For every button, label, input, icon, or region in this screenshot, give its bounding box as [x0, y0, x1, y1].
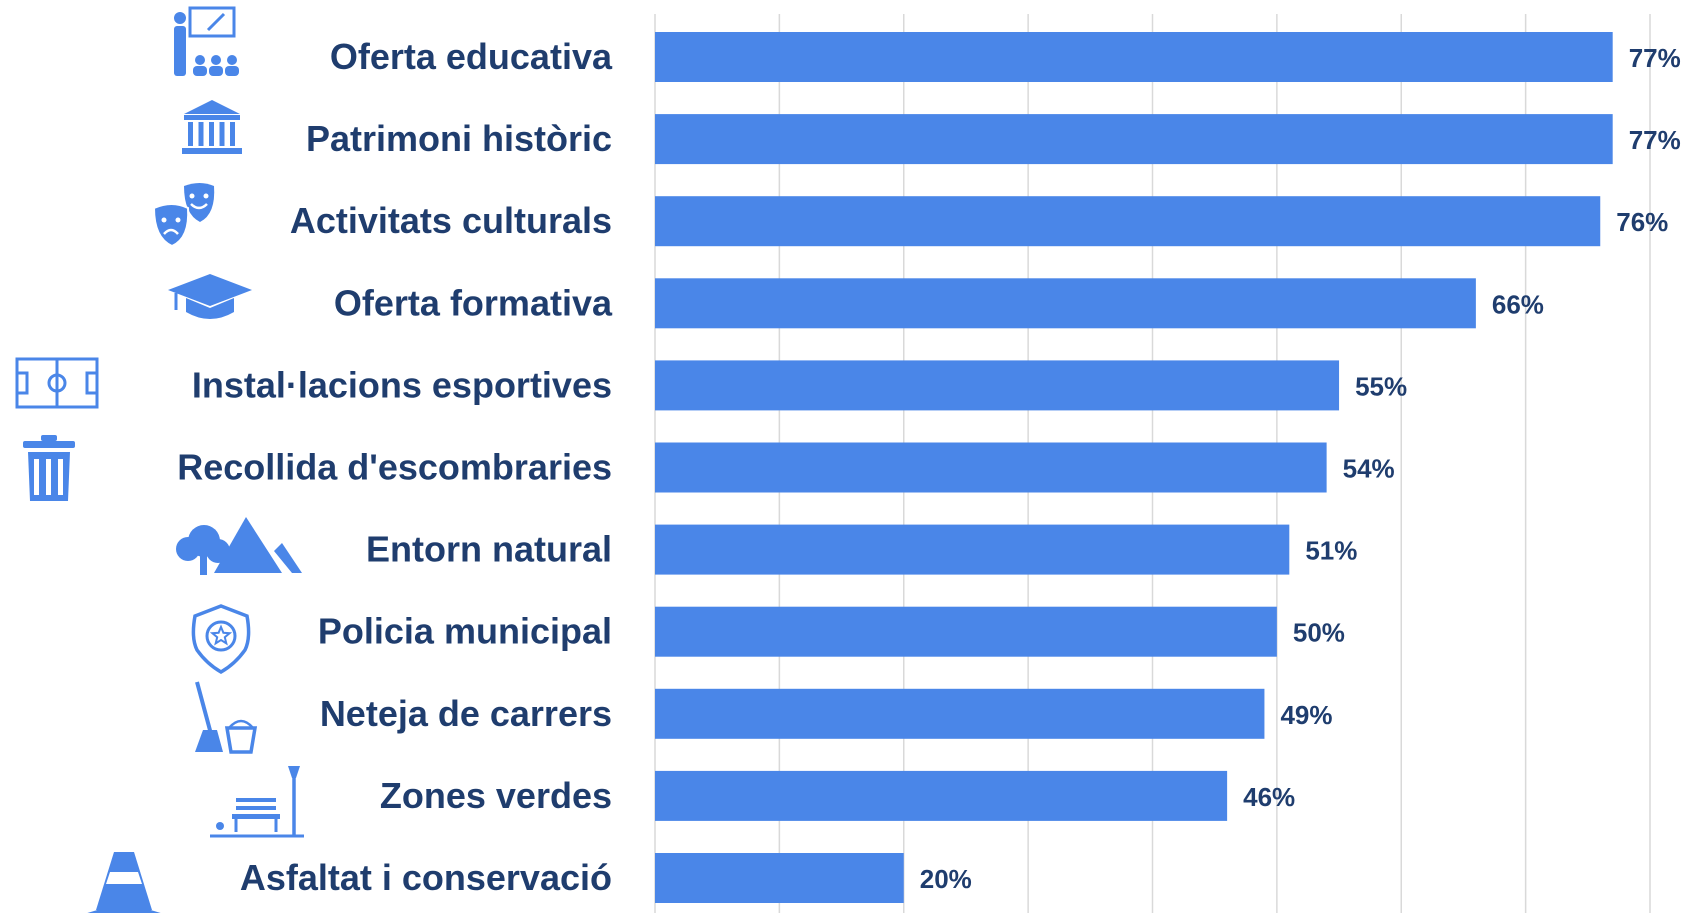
- bar: [655, 524, 1290, 575]
- value-label: 66%: [1492, 289, 1544, 319]
- value-label: 76%: [1616, 207, 1668, 237]
- bar: [655, 770, 1228, 821]
- category-label: Instal·lacions esportives: [192, 364, 612, 405]
- category-label: Policia municipal: [318, 611, 612, 652]
- bar: [655, 853, 904, 903]
- category-label: Oferta educativa: [330, 36, 613, 77]
- category-label: Oferta formativa: [334, 282, 613, 323]
- park-bench-lamp-icon: [210, 766, 304, 838]
- value-label: 77%: [1629, 125, 1681, 155]
- graduation-cap-icon: [168, 274, 252, 319]
- theater-masks-icon: [152, 183, 215, 248]
- museum-building-icon: [182, 100, 242, 154]
- sports-field-icon: [15, 357, 99, 409]
- teacher-classroom-icon: [174, 6, 239, 76]
- bar: [655, 114, 1613, 165]
- tree-mountains-icon: [176, 517, 302, 575]
- value-label: 51%: [1305, 536, 1357, 566]
- bar: [655, 278, 1476, 329]
- value-label: 49%: [1280, 700, 1332, 730]
- traffic-cone-icon: [87, 852, 161, 913]
- value-label: 55%: [1355, 371, 1407, 401]
- bar: [655, 32, 1613, 82]
- category-label: Recollida d'escombraries: [177, 447, 612, 488]
- bar: [655, 360, 1340, 411]
- value-label: 46%: [1243, 782, 1295, 812]
- category-label: Zones verdes: [380, 775, 612, 816]
- broom-bucket-icon: [195, 681, 258, 754]
- value-label: 20%: [920, 864, 972, 894]
- trash-can-icon: [23, 435, 75, 501]
- bar: [655, 606, 1277, 657]
- category-label: Activitats culturals: [290, 200, 612, 241]
- bar: [655, 688, 1265, 739]
- bar: [655, 196, 1601, 247]
- police-badge-icon: [191, 604, 251, 675]
- value-label: 77%: [1629, 43, 1681, 73]
- category-label: Asfaltat i conservació: [240, 857, 612, 898]
- category-label: Patrimoni històric: [306, 118, 612, 159]
- value-label: 50%: [1293, 618, 1345, 648]
- value-label: 54%: [1343, 454, 1395, 484]
- bar: [655, 442, 1327, 493]
- category-label: Neteja de carrers: [320, 693, 612, 734]
- category-label: Entorn natural: [366, 529, 612, 570]
